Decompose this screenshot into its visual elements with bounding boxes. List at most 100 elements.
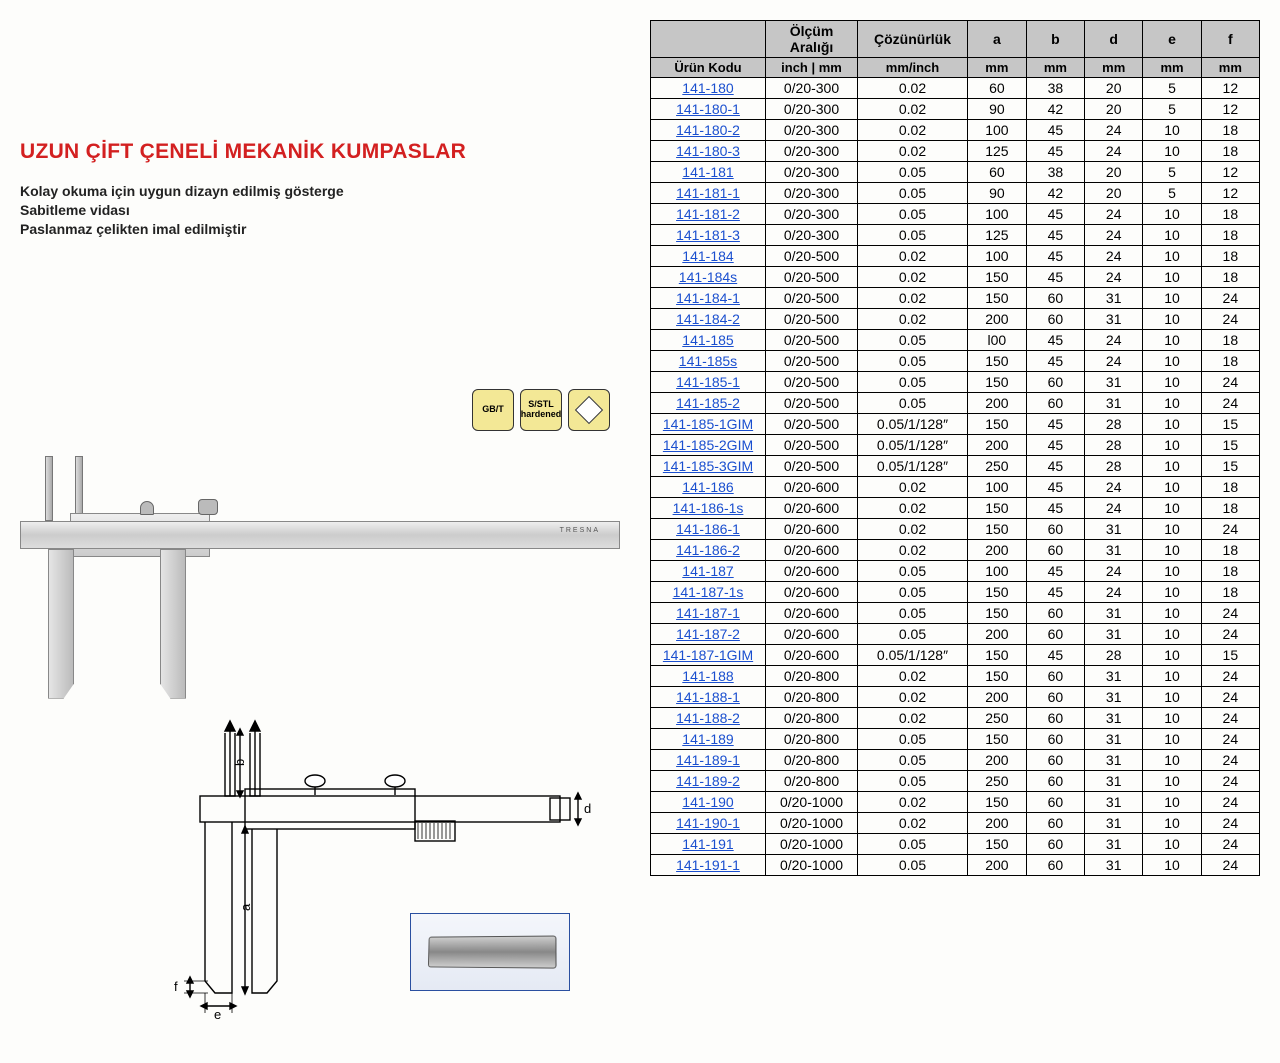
cell-range: 0/20-500 (766, 267, 858, 288)
cell-code: 141-186-1 (651, 519, 766, 540)
table-row: 141-187-20/20-6000.0520060311024 (651, 624, 1260, 645)
cell-res: 0.02 (858, 813, 968, 834)
cell-b: 45 (1026, 477, 1084, 498)
cell-a: 60 (968, 78, 1027, 99)
product-code-link[interactable]: 141-181 (682, 164, 733, 180)
cell-code: 141-189-2 (651, 771, 766, 792)
product-code-link[interactable]: 141-186 (682, 479, 733, 495)
product-code-link[interactable]: 141-188-2 (676, 710, 740, 726)
cell-a: 200 (968, 855, 1027, 876)
th-sub-d: mm (1085, 58, 1143, 78)
product-code-link[interactable]: 141-191 (682, 836, 733, 852)
cell-b: 45 (1026, 351, 1084, 372)
cell-e: 10 (1143, 330, 1201, 351)
cell-res: 0.05 (858, 225, 968, 246)
cell-a: 200 (968, 624, 1027, 645)
product-code-link[interactable]: 141-184-1 (676, 290, 740, 306)
product-code-link[interactable]: 141-184s (679, 269, 737, 285)
cell-range: 0/20-1000 (766, 834, 858, 855)
cell-code: 141-185-2 (651, 393, 766, 414)
product-code-link[interactable]: 141-188 (682, 668, 733, 684)
product-code-link[interactable]: 141-180-2 (676, 122, 740, 138)
product-code-link[interactable]: 141-186-2 (676, 542, 740, 558)
product-code-link[interactable]: 141-186-1s (673, 500, 744, 516)
cell-f: 24 (1201, 624, 1259, 645)
cell-range: 0/20-300 (766, 162, 858, 183)
cell-range: 0/20-500 (766, 435, 858, 456)
product-code-link[interactable]: 141-188-1 (676, 689, 740, 705)
product-code-link[interactable]: 141-184 (682, 248, 733, 264)
cell-e: 10 (1143, 267, 1201, 288)
th-b: b (1026, 21, 1084, 58)
cell-res: 0.05 (858, 372, 968, 393)
cell-d: 28 (1085, 645, 1143, 666)
cell-b: 60 (1026, 813, 1084, 834)
desc-line: Kolay okuma için uygun dizayn edilmiş gö… (20, 182, 630, 201)
cell-code: 141-184-2 (651, 309, 766, 330)
cell-range: 0/20-800 (766, 687, 858, 708)
cell-res: 0.05 (858, 729, 968, 750)
cell-e: 10 (1143, 540, 1201, 561)
product-code-link[interactable]: 141-189-1 (676, 752, 740, 768)
cell-code: 141-189-1 (651, 750, 766, 771)
product-code-link[interactable]: 141-185-3GIM (663, 458, 753, 474)
product-code-link[interactable]: 141-185-2GIM (663, 437, 753, 453)
cell-f: 24 (1201, 708, 1259, 729)
product-code-link[interactable]: 141-181-2 (676, 206, 740, 222)
cell-b: 45 (1026, 645, 1084, 666)
cell-range: 0/20-600 (766, 561, 858, 582)
caliper-brand-label: TRESNA (560, 527, 600, 534)
cell-range: 0/20-500 (766, 414, 858, 435)
product-code-link[interactable]: 141-181-3 (676, 227, 740, 243)
table-row: 141-185-1GIM0/20-5000.05/1/128″150452810… (651, 414, 1260, 435)
product-code-link[interactable]: 141-185-1GIM (663, 416, 753, 432)
cell-f: 24 (1201, 393, 1259, 414)
product-code-link[interactable]: 141-180-1 (676, 101, 740, 117)
cell-range: 0/20-600 (766, 477, 858, 498)
product-code-link[interactable]: 141-186-1 (676, 521, 740, 537)
product-code-link[interactable]: 141-187-1GIM (663, 647, 753, 663)
cell-code: 141-185 (651, 330, 766, 351)
cell-d: 24 (1085, 141, 1143, 162)
cell-a: 150 (968, 288, 1027, 309)
product-code-link[interactable]: 141-185-2 (676, 395, 740, 411)
cell-a: 150 (968, 666, 1027, 687)
cell-e: 10 (1143, 288, 1201, 309)
product-code-link[interactable]: 141-191-1 (676, 857, 740, 873)
product-code-link[interactable]: 141-189-2 (676, 773, 740, 789)
cell-e: 10 (1143, 435, 1201, 456)
product-code-link[interactable]: 141-190-1 (676, 815, 740, 831)
th-sub-a: mm (968, 58, 1027, 78)
cell-range: 0/20-600 (766, 582, 858, 603)
product-code-link[interactable]: 141-180 (682, 80, 733, 96)
cell-f: 24 (1201, 687, 1259, 708)
product-code-link[interactable]: 141-181-1 (676, 185, 740, 201)
product-code-link[interactable]: 141-184-2 (676, 311, 740, 327)
cell-f: 18 (1201, 330, 1259, 351)
product-code-link[interactable]: 141-190 (682, 794, 733, 810)
page-title: UZUN ÇİFT ÇENELİ MEKANİK KUMPASLAR (20, 140, 630, 164)
cell-a: 150 (968, 729, 1027, 750)
cell-a: 100 (968, 246, 1027, 267)
product-code-link[interactable]: 141-189 (682, 731, 733, 747)
cell-code: 141-191-1 (651, 855, 766, 876)
cell-e: 10 (1143, 582, 1201, 603)
product-code-link[interactable]: 141-185 (682, 332, 733, 348)
caliper-knob-icon (198, 499, 218, 515)
cell-f: 24 (1201, 771, 1259, 792)
product-code-link[interactable]: 141-185s (679, 353, 737, 369)
product-code-link[interactable]: 141-185-1 (676, 374, 740, 390)
product-code-link[interactable]: 141-187-1 (676, 605, 740, 621)
product-code-link[interactable]: 141-187-1s (673, 584, 744, 600)
product-code-link[interactable]: 141-180-3 (676, 143, 740, 159)
cell-range: 0/20-500 (766, 309, 858, 330)
cell-d: 24 (1085, 330, 1143, 351)
cell-b: 45 (1026, 225, 1084, 246)
product-code-link[interactable]: 141-187 (682, 563, 733, 579)
cell-b: 45 (1026, 435, 1084, 456)
table-row: 141-180-30/20-3000.0212545241018 (651, 141, 1260, 162)
cell-code: 141-185-1 (651, 372, 766, 393)
product-code-link[interactable]: 141-187-2 (676, 626, 740, 642)
cell-range: 0/20-300 (766, 204, 858, 225)
cell-d: 20 (1085, 183, 1143, 204)
